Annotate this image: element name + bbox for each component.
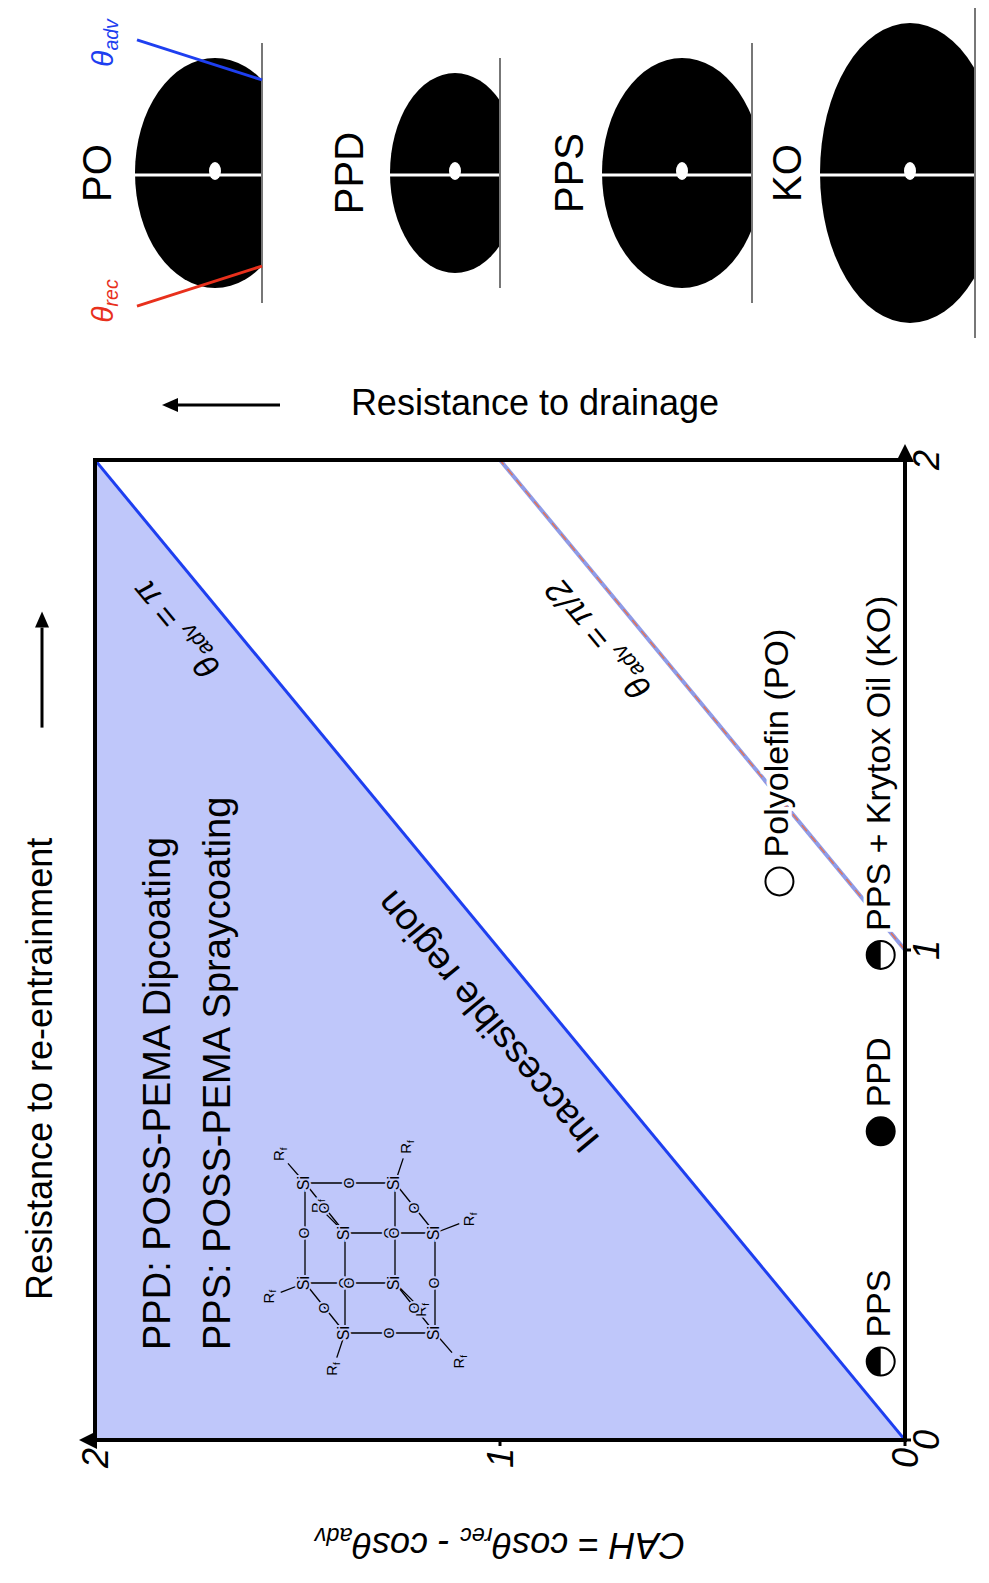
svg-text:O: O xyxy=(381,1227,397,1238)
svg-text:Si: Si xyxy=(335,1226,352,1240)
svg-text:Si: Si xyxy=(385,1276,402,1290)
svg-text:Rf: Rf xyxy=(397,1140,415,1154)
svg-text:O: O xyxy=(381,1327,397,1338)
svg-text:Rf: Rf xyxy=(450,1355,468,1369)
svg-text:Si: Si xyxy=(295,1176,312,1190)
svg-text:PPS + Krytox Oil (KO): PPS + Krytox Oil (KO) xyxy=(859,596,897,931)
svg-text:Si: Si xyxy=(335,1326,352,1340)
svg-text:Polyolefin (PO): Polyolefin (PO) xyxy=(757,629,795,858)
svg-text:θrec: θrec xyxy=(86,279,122,323)
svg-text:θadv = π/2: θadv = π/2 xyxy=(537,570,661,707)
svg-text:Rf: Rf xyxy=(460,1212,478,1226)
svg-text:PO: PO xyxy=(75,144,119,202)
svg-text:O: O xyxy=(406,1202,422,1213)
svg-text:O: O xyxy=(341,1277,357,1288)
svg-text:Si: Si xyxy=(425,1226,442,1240)
svg-text:Si: Si xyxy=(385,1176,402,1190)
svg-text:O: O xyxy=(296,1227,312,1238)
svg-text:Rf: Rf xyxy=(260,1290,278,1304)
svg-text:KO: KO xyxy=(765,144,809,202)
svg-text:O: O xyxy=(406,1302,422,1313)
svg-text:O: O xyxy=(316,1202,332,1213)
svg-text:θadv: θadv xyxy=(86,18,122,67)
svg-text:PPS: PPS xyxy=(547,133,591,213)
svg-text:CAH = cosθrec - cosθadv: CAH = cosθrec - cosθadv xyxy=(314,1523,686,1567)
svg-text:PPS: PPS xyxy=(859,1270,897,1338)
svg-text:O: O xyxy=(426,1277,442,1288)
svg-text:O: O xyxy=(341,1177,357,1188)
svg-text:Resistance to drainage: Resistance to drainage xyxy=(351,382,719,423)
svg-text:2: 2 xyxy=(906,450,947,471)
svg-text:PPD: POSS-PEMA Dipcoating: PPD: POSS-PEMA Dipcoating xyxy=(136,837,178,1350)
svg-text:Rf: Rf xyxy=(308,1199,326,1213)
svg-text:1: 1 xyxy=(906,940,947,960)
svg-text:Si: Si xyxy=(295,1276,312,1290)
svg-text:Inaccessible region: Inaccessible region xyxy=(368,883,608,1161)
svg-text:O: O xyxy=(336,1277,352,1288)
svg-text:Rf: Rf xyxy=(323,1362,341,1376)
svg-text:PPD: PPD xyxy=(859,1037,897,1107)
svg-text:O: O xyxy=(386,1227,402,1238)
svg-text:PPD: PPD xyxy=(327,132,371,214)
svg-text:0: 0 xyxy=(885,1448,926,1468)
svg-text:Rf: Rf xyxy=(270,1147,288,1161)
svg-text:1: 1 xyxy=(480,1448,521,1468)
svg-text:0: 0 xyxy=(906,1430,947,1450)
svg-text:Rf: Rf xyxy=(412,1303,430,1317)
svg-text:2: 2 xyxy=(75,1448,116,1469)
svg-text:O: O xyxy=(316,1302,332,1313)
svg-text:Si: Si xyxy=(425,1326,442,1340)
svg-text:PPS: POSS-PEMA Spraycoating: PPS: POSS-PEMA Spraycoating xyxy=(196,797,238,1350)
svg-text:Resistance to re-entrainment: Resistance to re-entrainment xyxy=(19,838,60,1300)
svg-text:θadv = π: θadv = π xyxy=(123,570,229,686)
